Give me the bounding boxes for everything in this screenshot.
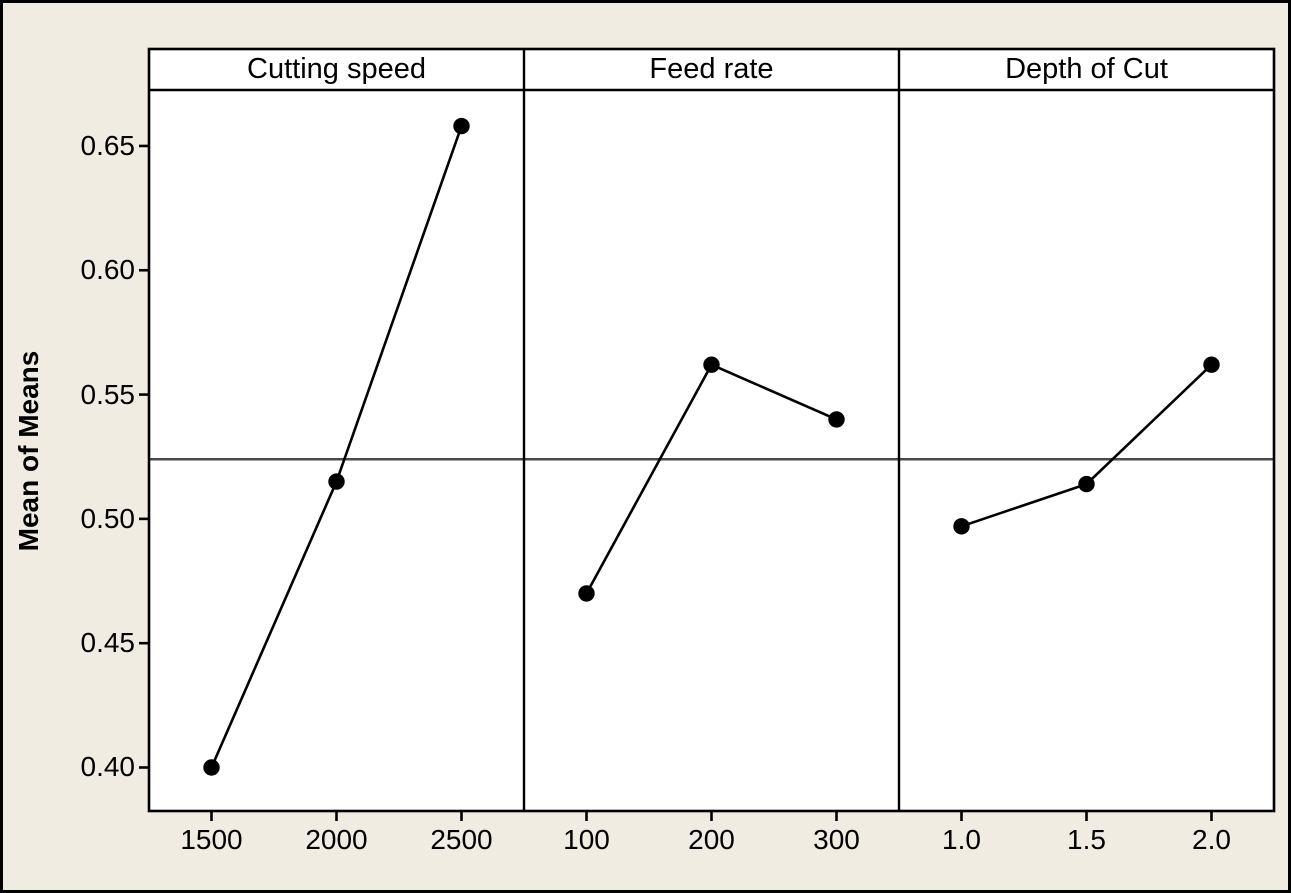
x-tick-label: 2000 — [305, 824, 368, 855]
y-tick-label: 0.60 — [80, 254, 136, 286]
x-tick-label: 1500 — [180, 824, 243, 855]
x-tick-label: 2500 — [430, 824, 493, 855]
plot-area — [139, 47, 1276, 821]
panel-header-depth-of-cut: Depth of Cut — [1005, 53, 1168, 85]
y-tick-label: 0.55 — [80, 378, 136, 410]
y-tick-label: 0.45 — [80, 627, 136, 659]
panel-header-feed-rate: Feed rate — [649, 53, 774, 85]
x-tick-label: 100 — [563, 824, 610, 855]
y-tick-label: 0.50 — [80, 502, 136, 534]
y-tick-label: 0.40 — [80, 751, 136, 783]
panel-header-cutting-speed: Cutting speed — [247, 53, 426, 85]
x-tick-label: 200 — [688, 824, 735, 855]
x-tick-label: 1.5 — [1067, 824, 1106, 855]
x-tick-label: 300 — [813, 824, 860, 855]
x-tick-label: 2.0 — [1192, 824, 1231, 855]
y-tick-label: 0.65 — [80, 129, 136, 161]
x-tick-label: 1.0 — [942, 824, 981, 855]
